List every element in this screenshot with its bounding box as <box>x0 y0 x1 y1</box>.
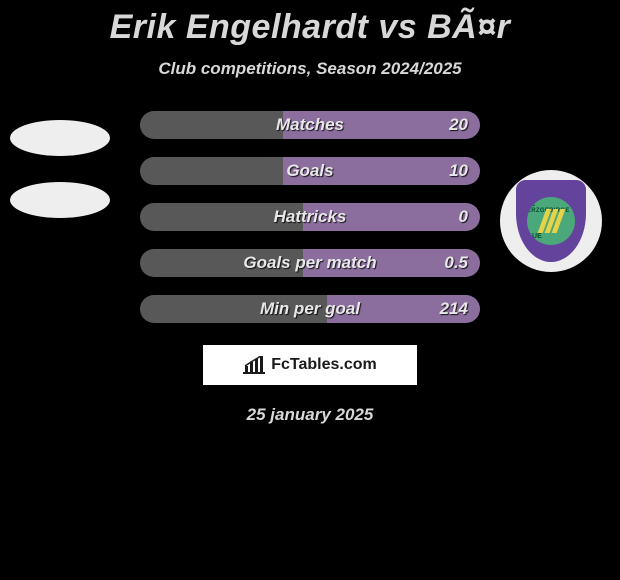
right-player-club-badge: FC ERZGEBIRGE AUE <box>500 170 602 272</box>
club-badge-text-bottom: AUE <box>527 233 542 240</box>
stat-right-value: 20 <box>449 115 468 135</box>
left-avatar-placeholder-2 <box>10 182 110 218</box>
stat-label: Matches <box>140 115 480 135</box>
club-badge-shield: FC ERZGEBIRGE AUE <box>516 180 586 262</box>
barchart-icon <box>243 356 265 374</box>
stat-row: Matches20 <box>140 111 480 139</box>
stat-row: Goals10 <box>140 157 480 185</box>
club-badge-outer: FC ERZGEBIRGE AUE <box>500 170 602 272</box>
attribution-box: FcTables.com <box>203 345 417 385</box>
stat-row: Goals per match0.5 <box>140 249 480 277</box>
club-badge-circle: FC ERZGEBIRGE AUE <box>527 197 575 245</box>
date-text: 25 january 2025 <box>0 405 620 425</box>
stat-right-value: 214 <box>440 299 468 319</box>
stat-label: Goals <box>140 161 480 181</box>
page-subtitle: Club competitions, Season 2024/2025 <box>0 59 620 79</box>
stat-right-value: 0.5 <box>444 253 468 273</box>
left-player-avatars <box>10 120 110 218</box>
stat-label: Hattricks <box>140 207 480 227</box>
stat-label: Min per goal <box>140 299 480 319</box>
stat-right-value: 10 <box>449 161 468 181</box>
left-avatar-placeholder-1 <box>10 120 110 156</box>
stat-row: Min per goal214 <box>140 295 480 323</box>
attribution-text: FcTables.com <box>271 356 377 374</box>
page-title: Erik Engelhardt vs BÃ¤r <box>0 0 620 47</box>
stat-right-value: 0 <box>459 207 468 227</box>
stat-row: Hattricks0 <box>140 203 480 231</box>
page-root: Erik Engelhardt vs BÃ¤r Club competition… <box>0 0 620 580</box>
stat-label: Goals per match <box>140 253 480 273</box>
